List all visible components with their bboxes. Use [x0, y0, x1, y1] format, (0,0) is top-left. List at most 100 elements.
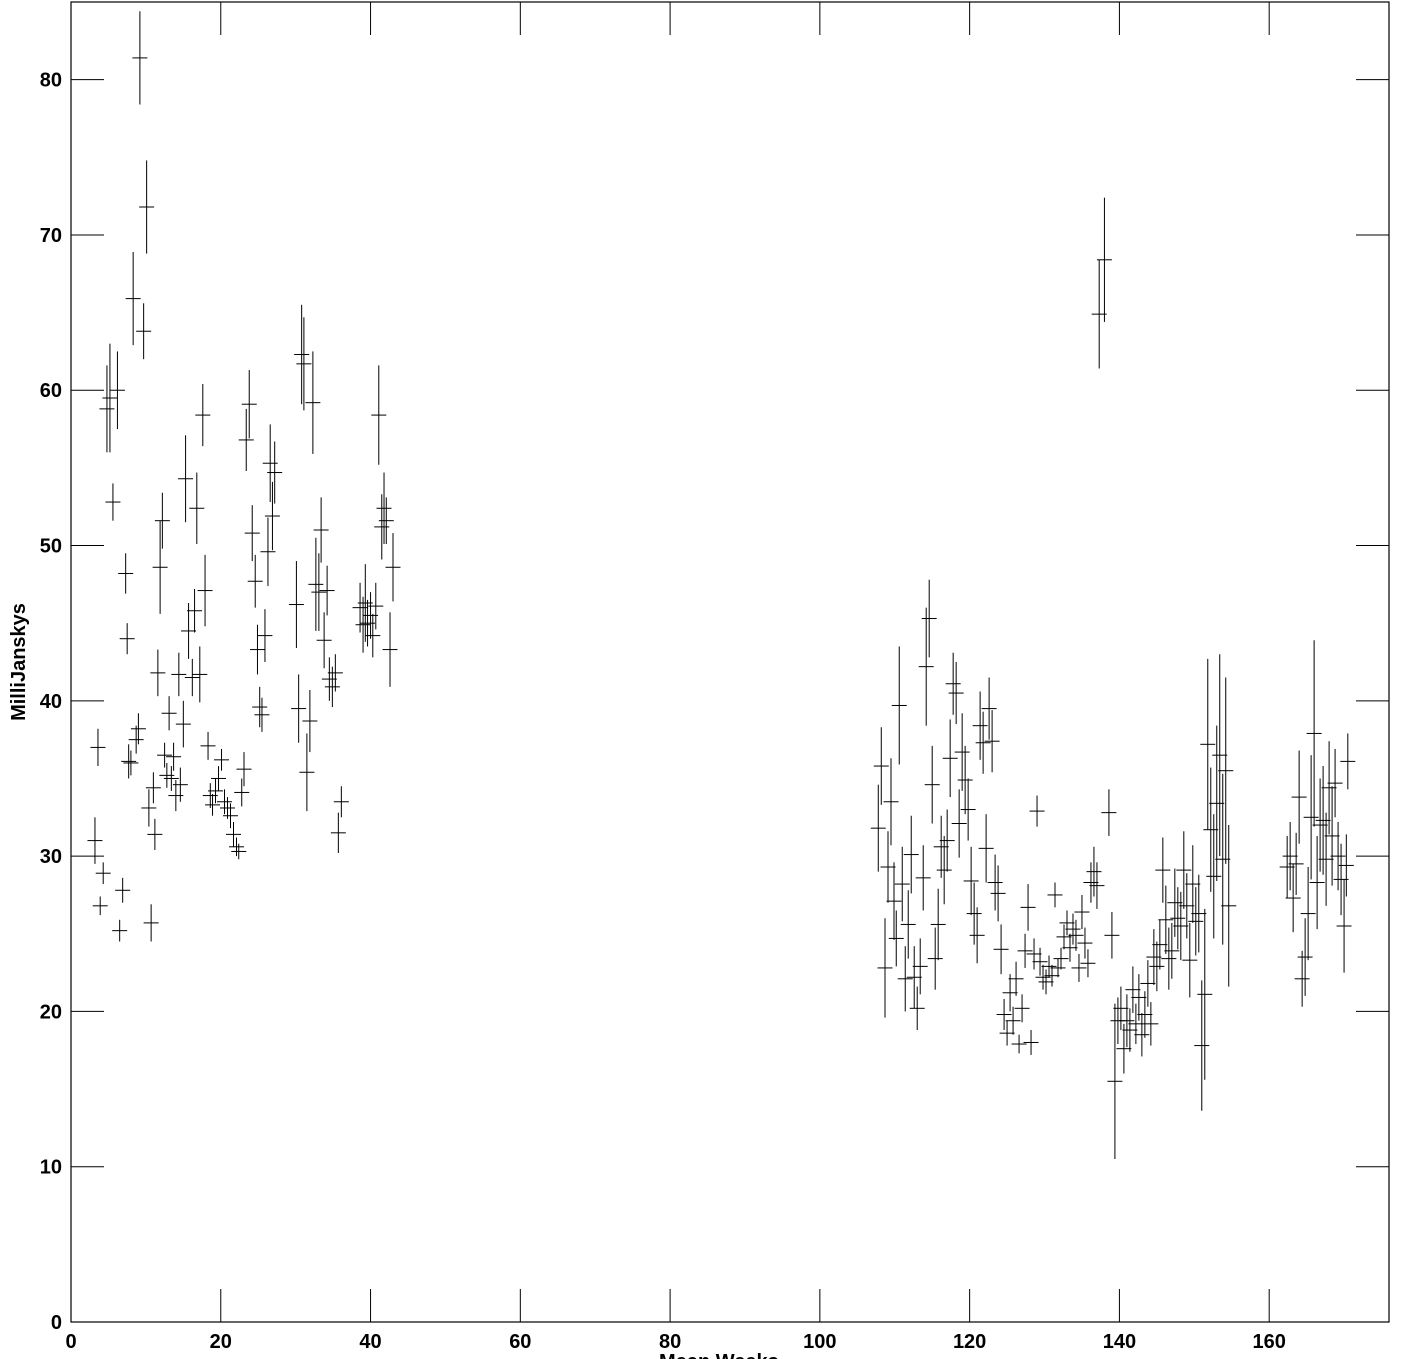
- data-point: [123, 750, 139, 776]
- y-tick-label: 70: [40, 225, 62, 247]
- data-point: [172, 767, 188, 802]
- data-point: [1340, 733, 1356, 790]
- data-point: [226, 821, 242, 847]
- y-tick-label: 0: [51, 1312, 62, 1334]
- data-point: [208, 778, 224, 804]
- data-point: [903, 815, 919, 894]
- data-point: [1152, 919, 1168, 970]
- data-point: [296, 317, 312, 411]
- data-point: [168, 780, 184, 812]
- data-point: [927, 927, 943, 990]
- data-point: [1188, 887, 1204, 956]
- data-point: [1089, 862, 1105, 909]
- data-point: [990, 865, 1006, 922]
- y-tick-label: 80: [40, 70, 62, 92]
- data-point: [909, 986, 925, 1031]
- data-point: [1146, 929, 1162, 986]
- data-point: [1005, 1006, 1021, 1035]
- y-tick-label: 10: [40, 1157, 62, 1179]
- data-point: [95, 862, 111, 885]
- y-tick-label: 30: [40, 846, 62, 868]
- data-point: [948, 662, 964, 725]
- data-point: [333, 786, 349, 818]
- data-point: [1065, 913, 1081, 945]
- data-point: [136, 303, 152, 360]
- data-point: [954, 713, 970, 791]
- data-point: [184, 658, 200, 697]
- data-point: [376, 472, 392, 544]
- data-point: [996, 998, 1012, 1031]
- data-point: [257, 609, 273, 662]
- data-point: [382, 612, 398, 687]
- data-point: [302, 689, 318, 753]
- data-point: [291, 674, 307, 743]
- data-point: [1327, 748, 1343, 818]
- data-point: [897, 946, 913, 1012]
- data-point: [1203, 767, 1219, 892]
- data-point: [319, 565, 335, 616]
- data-point: [1300, 866, 1316, 961]
- data-point: [1047, 882, 1063, 908]
- data-point: [355, 596, 371, 653]
- data-point: [1282, 821, 1298, 891]
- data-point: [1017, 933, 1033, 968]
- data-point: [1164, 922, 1180, 979]
- data-point: [963, 846, 979, 916]
- data-point: [365, 613, 381, 658]
- y-axis-title: MilliJanskys: [8, 603, 30, 721]
- data-point: [231, 843, 247, 860]
- data-point: [294, 304, 310, 405]
- data-point: [378, 497, 394, 544]
- data-point: [1068, 919, 1084, 951]
- x-axis-title: Mean Weeks ...: [659, 1351, 801, 1359]
- data-point: [260, 517, 276, 586]
- data-point: [1002, 974, 1018, 1012]
- data-point: [119, 623, 135, 655]
- x-tick-label: 120: [953, 1331, 986, 1353]
- data-point: [1101, 789, 1117, 836]
- data-point: [102, 343, 118, 453]
- data-point: [880, 831, 896, 903]
- data-point: [141, 789, 157, 827]
- data-point: [1104, 912, 1120, 959]
- data-point: [960, 778, 976, 841]
- data-point: [166, 742, 182, 771]
- data-point: [1179, 873, 1195, 939]
- data-point: [374, 494, 390, 560]
- data-point: [205, 794, 221, 816]
- data-point: [157, 742, 173, 768]
- data-point: [999, 1020, 1015, 1046]
- data-point: [163, 766, 179, 791]
- data-point: [1053, 947, 1069, 970]
- data-point: [288, 561, 304, 649]
- data-point: [1131, 974, 1147, 1021]
- data-point: [1014, 994, 1030, 1023]
- data-point: [1137, 991, 1153, 1038]
- data-point: [1297, 918, 1313, 996]
- y-tick-label: 20: [40, 1001, 62, 1023]
- data-point: [900, 890, 916, 959]
- data-point: [1306, 640, 1322, 827]
- data-point: [1161, 927, 1177, 990]
- data-point: [1041, 955, 1057, 978]
- data-point: [1134, 1012, 1150, 1057]
- data-point: [1200, 658, 1216, 830]
- data-point: [1158, 885, 1174, 954]
- data-point: [241, 370, 257, 439]
- data-point: [262, 424, 278, 503]
- data-point: [1312, 778, 1328, 872]
- data-point: [975, 711, 991, 774]
- data-point: [1218, 677, 1234, 864]
- data-point: [1086, 846, 1102, 897]
- data-point: [1074, 894, 1090, 930]
- data-point: [305, 351, 321, 454]
- data-point: [1215, 773, 1231, 945]
- data-point: [321, 657, 337, 701]
- data-point: [1291, 750, 1307, 844]
- data-point: [118, 553, 134, 594]
- data-point: [1288, 832, 1304, 895]
- data-point: [1206, 814, 1222, 939]
- data-point: [924, 745, 940, 824]
- data-point: [870, 784, 886, 872]
